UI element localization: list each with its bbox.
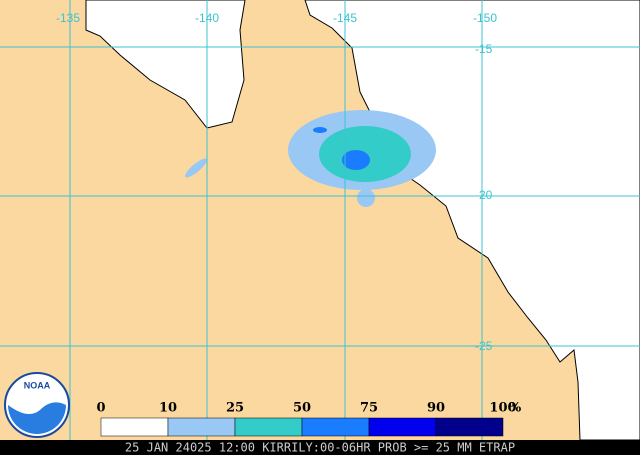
prob-50 [313,127,327,133]
logo: NOAA [4,372,70,438]
lon-label: -140 [195,11,219,25]
gulf [85,0,246,129]
logo-wave [8,402,66,434]
footer-band [0,440,640,455]
lon-label: -135 [56,11,80,25]
legend-swatch [167,417,236,437]
prob-50 [342,150,370,170]
legend: 0 10 25 50 75 90 100% [96,401,522,437]
legend-label: 50 [293,401,311,416]
legend-label: 75 [360,401,378,416]
legend-label: 0 [96,401,105,416]
legend-label: 25 [226,401,244,416]
lon-label: -145 [333,11,357,25]
coral-sea [304,0,640,441]
legend-swatch [234,417,303,437]
legend-label: 100 [489,401,516,416]
legend-swatch [435,417,504,437]
lat-label: -25 [475,339,493,353]
rain-probability [184,110,436,207]
prob-10 [357,189,375,207]
legend-unit: % [509,401,522,416]
legend-label: 10 [159,401,177,416]
lat-label: -20 [475,188,493,202]
legend-swatch [100,417,169,437]
logo-text: NOAA [24,380,51,390]
graticule [0,0,640,440]
legend-label: 90 [427,401,445,416]
lat-label: -15 [475,42,493,56]
legend-swatch [301,417,370,437]
legend-swatch [368,417,437,437]
prob-10 [184,158,208,178]
footer: 25 JAN 24025 12:00 KIRRILY:00-06HR PROB … [125,441,515,455]
lon-label: -150 [473,11,497,25]
